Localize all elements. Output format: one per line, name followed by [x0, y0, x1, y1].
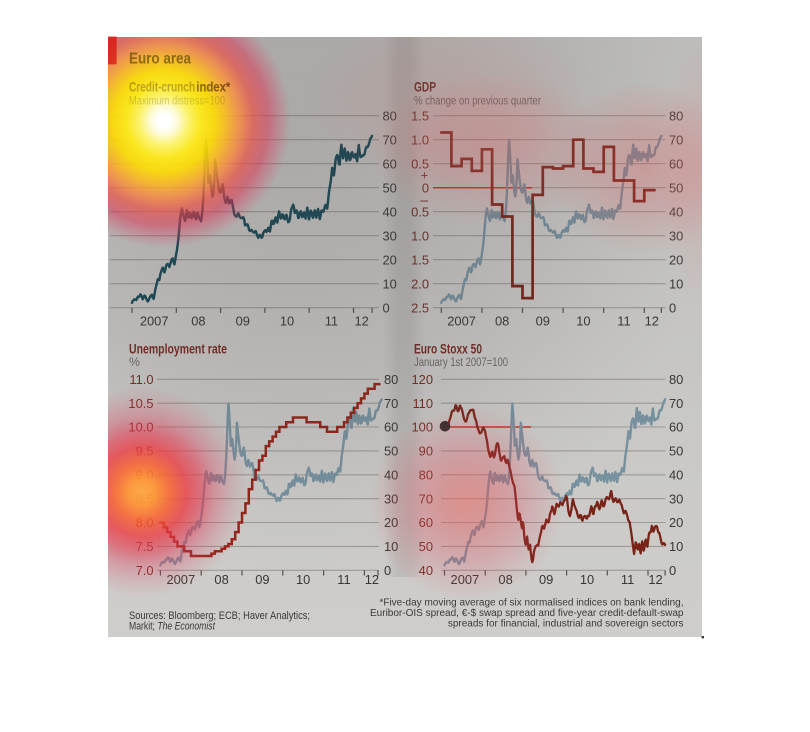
svg-text:Euro area: Euro area [129, 51, 191, 68]
svg-text:index*: index* [196, 80, 231, 95]
svg-text:Maximum distress=100: Maximum distress=100 [129, 93, 225, 107]
svg-text:Credit-crunch: Credit-crunch [129, 80, 195, 95]
